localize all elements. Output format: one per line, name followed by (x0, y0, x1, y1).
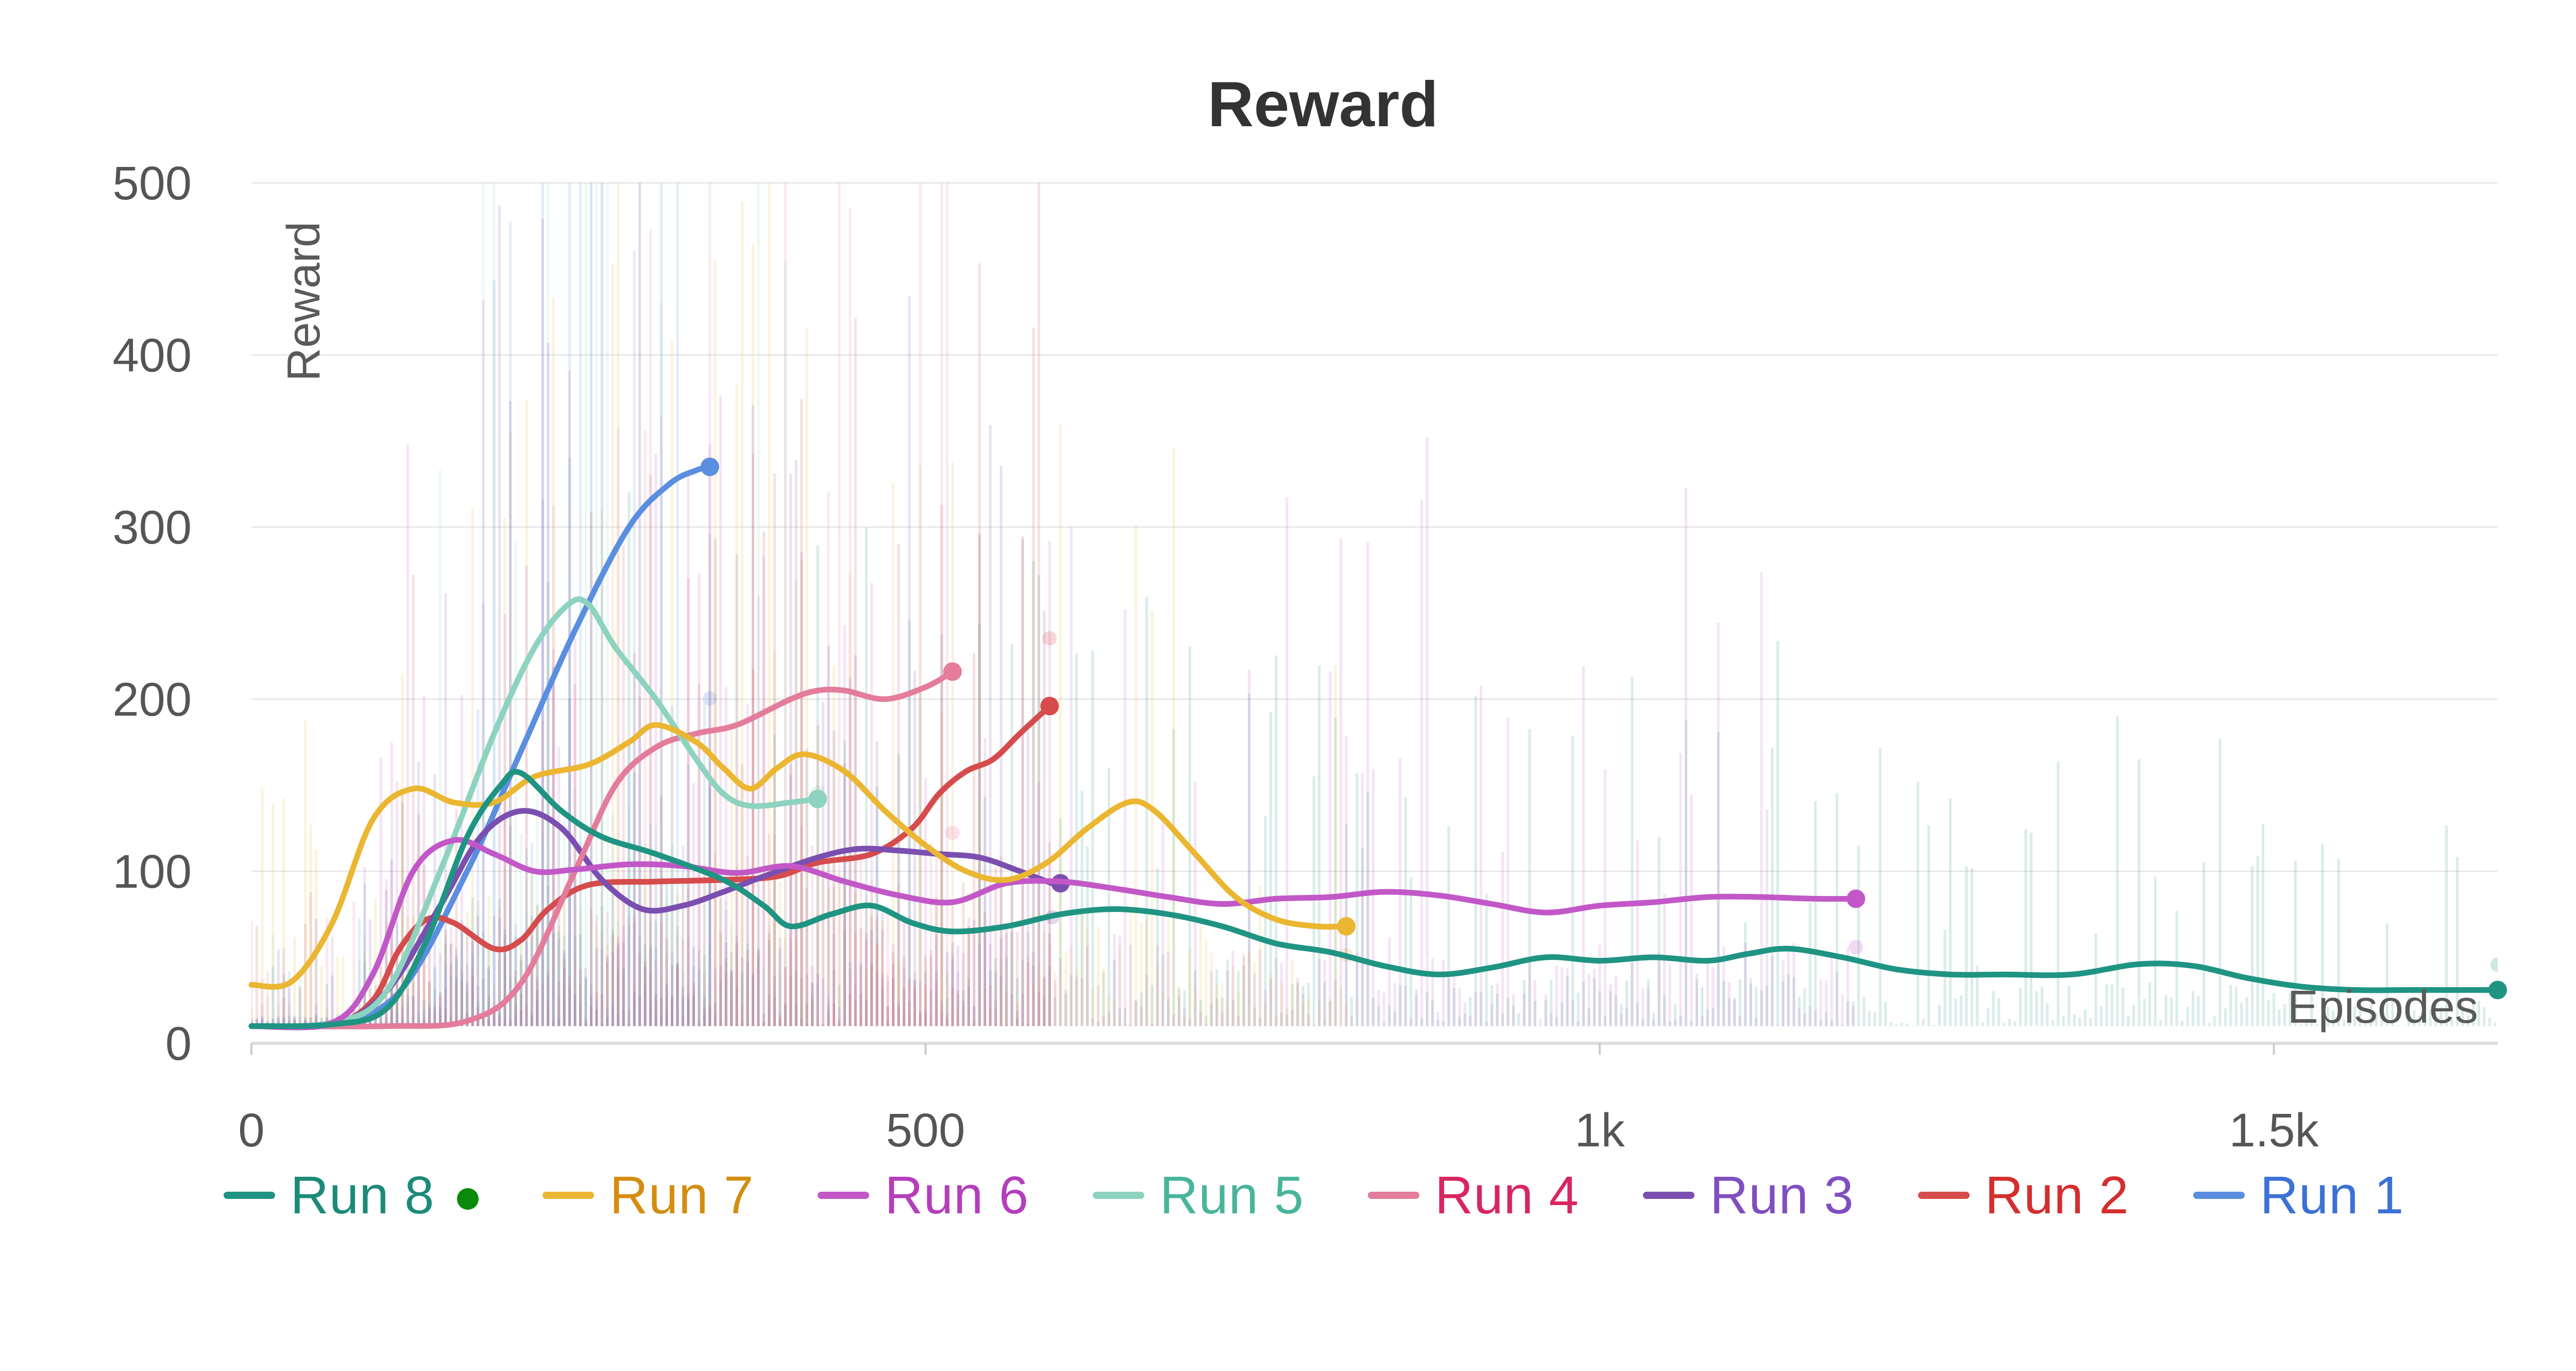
y-tick-label: 0 (165, 1018, 192, 1070)
series-end-point (943, 662, 962, 681)
legend-swatch (223, 1192, 275, 1199)
legend-swatch (818, 1192, 870, 1199)
y-tick-label: 500 (113, 157, 192, 210)
legend-swatch (1642, 1192, 1694, 1199)
legend-label: Run 1 (2260, 1165, 2404, 1225)
legend-item-run-4[interactable]: Run 4 (1368, 1164, 1579, 1226)
series-line-run-4[interactable] (248, 669, 956, 1029)
chart-title: Reward (1208, 69, 1438, 140)
x-tick-label: 1.5k (2229, 1104, 2319, 1157)
legend-item-run-5[interactable]: Run 5 (1093, 1164, 1304, 1226)
legend: Run 8 Run 7 Run 6 Run 5 Run 4 Run 3 Run 2 Run 1 (103, 1164, 2524, 1226)
series-layer (248, 458, 2507, 1030)
y-tick-label: 400 (113, 329, 192, 382)
y-tick-label: 100 (113, 845, 192, 898)
legend-label: Run 7 (609, 1165, 754, 1225)
x-tick-label: 1k (1574, 1104, 1625, 1157)
legend-item-run-6[interactable]: Run 6 (818, 1164, 1029, 1226)
raw-end-marker (1849, 940, 1863, 955)
y-tick-label: 200 (113, 673, 192, 726)
raw-episode-rewards (251, 458, 2497, 1026)
series-line-run-7[interactable] (248, 722, 1349, 990)
legend-swatch (2193, 1192, 2245, 1199)
series-end-point (808, 789, 827, 808)
raw-end-marker (945, 825, 960, 840)
active-run-indicator-icon (457, 1188, 479, 1210)
series-line-run-5[interactable] (248, 596, 821, 1029)
raw-end-marker (702, 691, 717, 706)
series-end-point (1040, 697, 1059, 716)
x-tick-label: 500 (886, 1104, 965, 1157)
series-line-run-8[interactable] (248, 769, 2501, 1029)
legend-label: Run 4 (1435, 1165, 1579, 1225)
axis-layer: 0 100 200 300 400 500 0 500 1k 1.5k (113, 157, 2498, 1157)
legend-item-run-8[interactable]: Run 8 (223, 1164, 479, 1226)
legend-item-run-3[interactable]: Run 3 (1642, 1164, 1854, 1226)
legend-swatch (1918, 1192, 1970, 1199)
series-line-run-3[interactable] (248, 808, 1063, 1030)
legend-item-run-7[interactable]: Run 7 (543, 1164, 754, 1226)
grid-layer (251, 182, 2498, 872)
raw-end-marker (2490, 957, 2498, 972)
legend-item-run-1[interactable]: Run 1 (2193, 1164, 2404, 1226)
raw-end-marker (1042, 631, 1057, 646)
legend-swatch (1368, 1192, 1419, 1199)
series-end-point (2488, 980, 2507, 1000)
label-layer: Reward Reward Episodes (278, 69, 2478, 1033)
legend-label: Run 6 (885, 1165, 1029, 1225)
legend-label: Run 8 (290, 1165, 435, 1225)
series-line-run-1[interactable] (248, 464, 713, 1029)
x-tick-label: 0 (238, 1104, 264, 1157)
x-axis-label: Episodes (2287, 981, 2478, 1033)
series-line-run-6[interactable] (248, 837, 1859, 1030)
y-tick-label: 300 (113, 501, 192, 554)
series-line-run-2[interactable] (248, 703, 1053, 1030)
y-axis-label: Reward (278, 222, 330, 381)
series-end-point (1846, 889, 1866, 908)
legend-item-run-2[interactable]: Run 2 (1918, 1164, 2129, 1226)
legend-swatch (543, 1192, 595, 1199)
raw-episode-rewards (251, 183, 819, 1026)
raw-episode-rewards (251, 300, 1855, 1026)
legend-label: Run 2 (1985, 1165, 2129, 1225)
series-end-point (1337, 917, 1356, 936)
legend-swatch (1093, 1192, 1145, 1199)
legend-label: Run 3 (1709, 1165, 1854, 1225)
series-end-point (700, 458, 719, 477)
legend-label: Run 5 (1160, 1165, 1304, 1225)
